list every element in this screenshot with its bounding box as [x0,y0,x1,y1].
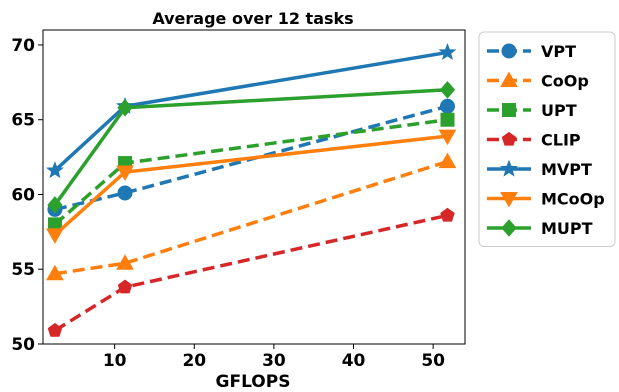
series-line-coop [54,159,449,276]
series-mupt [47,81,456,214]
legend-label-clip: CLIP [541,131,581,150]
data-point-clip [117,279,133,294]
data-point-clip [440,207,455,222]
legend-item-vpt: VPT [487,42,576,61]
legend-item-mcoop: MCoOp [487,190,605,209]
data-point-coop [46,264,64,281]
data-point-upt [440,112,455,127]
legend-label-mvpt: MVPT [541,160,592,179]
legend: VPT CoOp UPT CLIP MVPT MCoOp MUPT [478,31,616,247]
x-tick-label: 10 [103,351,127,371]
data-point-mupt [47,196,63,214]
legend-label-mupt: MUPT [541,219,593,238]
legend-item-clip: CLIP [487,131,581,150]
data-point-vpt [117,185,133,201]
legend-marker-mvpt [500,159,518,177]
legend-label-coop: CoOp [541,72,589,91]
data-point-mvpt [45,161,64,179]
data-point-mcoop [438,129,457,146]
legend-label-upt: UPT [541,101,577,120]
data-point-mcoop [116,165,134,182]
data-point-clip [47,322,63,337]
legend-marker-coop [500,71,518,87]
y-tick-label: 70 [11,36,35,56]
series-mcoop [46,129,457,244]
x-axis-title: GFLOPS [216,372,291,392]
x-tick-label: 30 [262,351,286,371]
x-tick-label: 50 [421,351,445,371]
legend-label-mcoop: MCoOp [541,190,605,209]
legend-item-mupt: MUPT [487,219,593,238]
series-coop [46,152,457,281]
data-point-mcoop [46,228,64,244]
series-line-mcoop [53,134,448,237]
data-point-coop [116,254,134,270]
data-point-mupt [439,81,456,99]
y-tick-label: 65 [11,111,35,131]
x-tick-label: 20 [182,351,206,371]
data-point-coop [438,152,457,169]
data-point-mvpt [438,43,457,61]
plot-area: 10 20 30 40 50 50 55 60 65 70 [11,29,466,371]
legend-marker-clip [501,131,517,146]
chart-title: Average over 12 tasks [152,9,353,28]
legend-label-vpt: VPT [541,42,576,61]
x-tick-label: 40 [342,351,366,371]
series-line-mvpt [53,50,448,172]
legend-item-upt: UPT [487,101,577,120]
series-clip [47,207,455,337]
legend-item-coop: CoOp [487,71,589,91]
legend-marker-upt [502,103,516,117]
legend-item-mvpt: MVPT [487,159,592,179]
data-point-vpt [439,98,455,114]
legend-marker-vpt [501,43,517,59]
y-tick-label: 55 [11,260,35,280]
series-line-clip [54,213,448,333]
y-tick-label: 50 [11,335,35,355]
legend-marker-mupt [501,219,517,237]
y-tick-label: 60 [11,185,35,205]
data-point-mupt [117,98,133,117]
series-line-upt [53,117,448,226]
legend-marker-mcoop [500,192,518,208]
plot-frame [42,29,466,345]
